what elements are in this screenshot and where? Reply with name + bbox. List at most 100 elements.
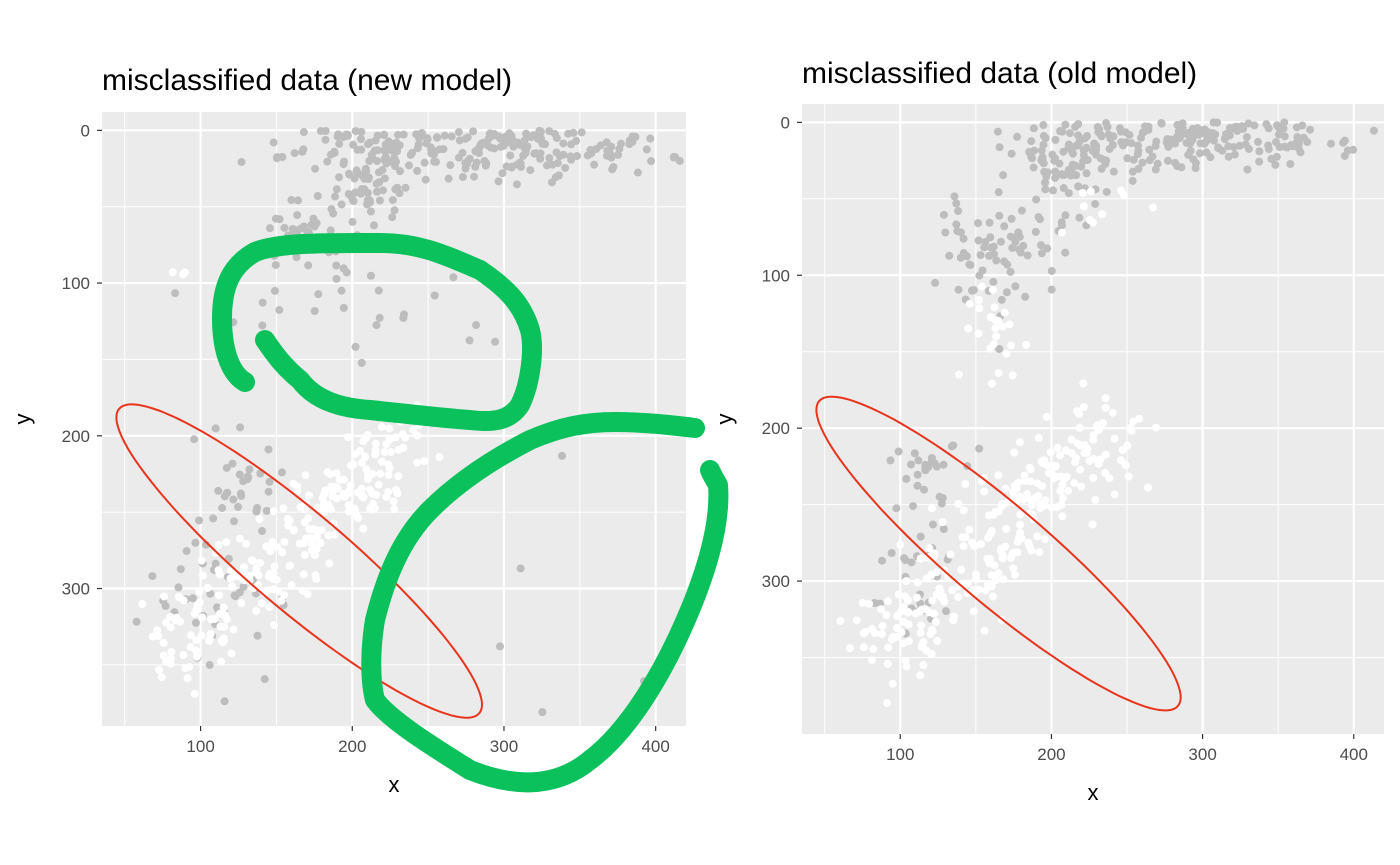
misclassified-point bbox=[1082, 169, 1091, 178]
misclassified-point bbox=[1079, 151, 1088, 160]
correct-point bbox=[1058, 228, 1067, 237]
correct-point bbox=[280, 538, 289, 547]
correct-point bbox=[996, 544, 1005, 553]
misclassified-point bbox=[293, 211, 302, 220]
misclassified-point bbox=[617, 139, 626, 148]
misclassified-point bbox=[380, 174, 389, 183]
misclassified-point bbox=[1095, 125, 1104, 134]
misclassified-point bbox=[1039, 131, 1048, 140]
correct-point bbox=[235, 534, 244, 543]
correct-point bbox=[311, 551, 320, 560]
misclassified-point bbox=[258, 298, 267, 307]
misclassified-point bbox=[607, 142, 616, 151]
misclassified-point bbox=[602, 151, 611, 160]
correct-point bbox=[858, 599, 867, 608]
correct-point bbox=[892, 632, 901, 641]
misclassified-point bbox=[1222, 130, 1231, 139]
correct-point bbox=[1041, 535, 1050, 544]
misclassified-point bbox=[995, 211, 1004, 220]
misclassified-point bbox=[339, 160, 348, 169]
correct-point bbox=[409, 425, 418, 434]
correct-point bbox=[378, 457, 387, 466]
misclassified-point bbox=[625, 136, 634, 145]
misclassified-point bbox=[1051, 173, 1060, 182]
misclassified-point bbox=[498, 169, 507, 178]
misclassified-point bbox=[430, 291, 439, 300]
misclassified-point bbox=[1047, 266, 1056, 275]
y-tick-label: 300 bbox=[762, 572, 790, 591]
misclassified-point bbox=[561, 163, 570, 172]
correct-point bbox=[1079, 379, 1088, 388]
correct-point bbox=[977, 282, 986, 291]
x-tick-label: 400 bbox=[641, 737, 669, 756]
correct-point bbox=[273, 542, 282, 551]
correct-point bbox=[278, 548, 287, 557]
correct-point bbox=[166, 654, 175, 663]
misclassified-point bbox=[374, 286, 383, 295]
misclassified-point bbox=[1023, 251, 1032, 260]
correct-point bbox=[918, 605, 927, 614]
misclassified-point bbox=[590, 160, 599, 169]
correct-point bbox=[938, 518, 947, 527]
misclassified-point bbox=[1051, 135, 1060, 144]
correct-point bbox=[902, 662, 911, 671]
misclassified-point bbox=[633, 168, 642, 177]
misclassified-point bbox=[974, 236, 983, 245]
correct-point bbox=[356, 446, 365, 455]
misclassified-point bbox=[1148, 152, 1157, 161]
correct-point bbox=[318, 493, 327, 502]
misclassified-point bbox=[1021, 292, 1030, 301]
misclassified-point bbox=[596, 141, 605, 150]
misclassified-point bbox=[928, 520, 937, 529]
correct-point bbox=[344, 433, 353, 442]
correct-point bbox=[1046, 448, 1055, 457]
correct-point bbox=[1096, 455, 1105, 464]
misclassified-point bbox=[1292, 123, 1301, 132]
misclassified-point bbox=[454, 128, 463, 137]
correct-point bbox=[1123, 441, 1132, 450]
correct-point bbox=[366, 504, 375, 513]
correct-point bbox=[1110, 490, 1119, 499]
misclassified-point bbox=[1202, 148, 1211, 157]
correct-point bbox=[893, 624, 902, 633]
correct-point bbox=[299, 570, 308, 579]
correct-point bbox=[998, 322, 1007, 331]
misclassified-point bbox=[538, 708, 547, 717]
misclassified-point bbox=[148, 572, 157, 581]
misclassified-point bbox=[298, 147, 307, 156]
misclassified-point bbox=[1244, 144, 1253, 153]
correct-point bbox=[964, 324, 973, 333]
correct-point bbox=[1056, 451, 1065, 460]
misclassified-point bbox=[1036, 241, 1045, 250]
correct-point bbox=[1016, 528, 1025, 537]
correct-point bbox=[1031, 493, 1040, 502]
misclassified-point bbox=[1017, 206, 1026, 215]
misclassified-point bbox=[1299, 133, 1308, 142]
annotation-layer bbox=[212, 232, 729, 793]
misclassified-point bbox=[421, 175, 430, 184]
misclassified-point bbox=[469, 172, 478, 181]
x-tick-label: 400 bbox=[1340, 745, 1368, 764]
misclassified-point bbox=[1031, 227, 1040, 236]
correct-point bbox=[994, 316, 1003, 325]
correct-point bbox=[390, 505, 399, 514]
correct-point bbox=[380, 447, 389, 456]
misclassified-point bbox=[1115, 124, 1124, 133]
misclassified-point bbox=[995, 143, 1004, 152]
misclassified-point bbox=[362, 167, 371, 176]
misclassified-point bbox=[1106, 134, 1115, 143]
correct-point bbox=[179, 596, 188, 605]
misclassified-point bbox=[1138, 158, 1147, 167]
misclassified-point bbox=[916, 599, 925, 608]
x-tick-label: 200 bbox=[1037, 745, 1065, 764]
correct-point bbox=[865, 599, 874, 608]
misclassified-point bbox=[959, 234, 968, 243]
correct-point bbox=[344, 501, 353, 510]
correct-point bbox=[325, 559, 334, 568]
misclassified-point bbox=[372, 321, 381, 330]
misclassified-point bbox=[671, 153, 680, 162]
misclassified-point bbox=[229, 495, 238, 504]
correct-point bbox=[954, 592, 963, 601]
misclassified-point bbox=[952, 220, 961, 229]
misclassified-point bbox=[1029, 124, 1038, 133]
